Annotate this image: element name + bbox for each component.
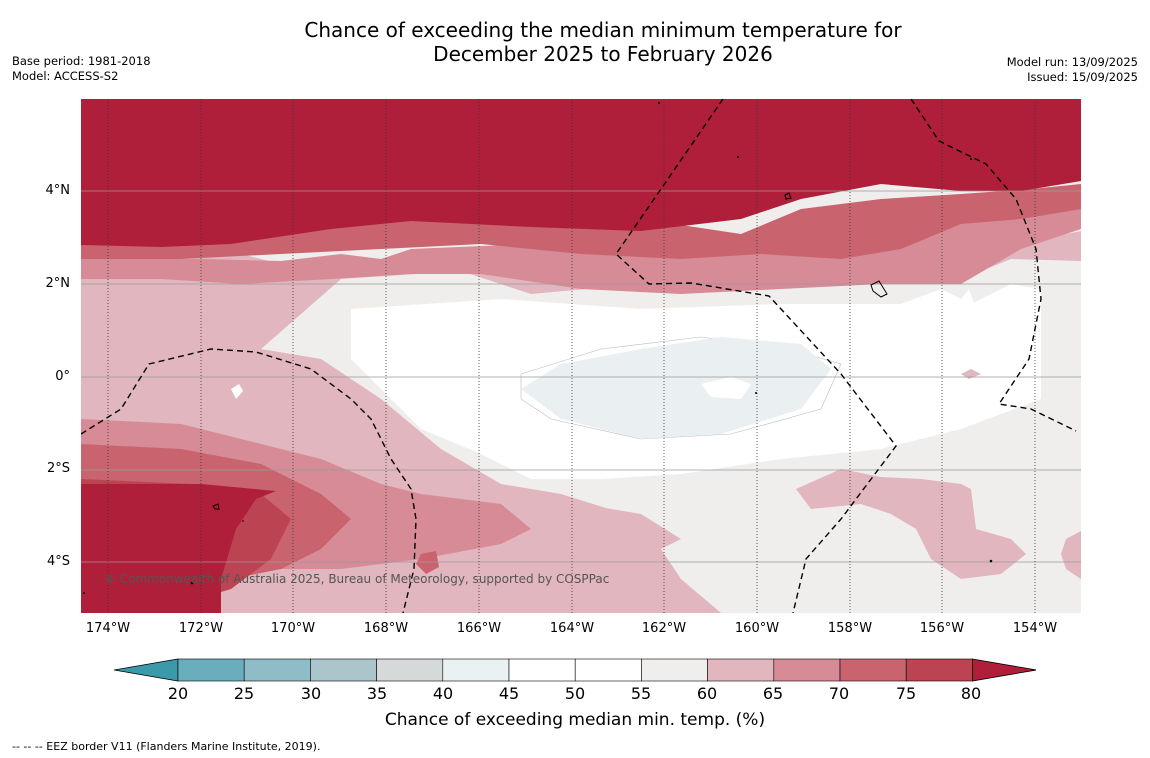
colorbar bbox=[113, 657, 1037, 685]
colorbar-tick-40: 40 bbox=[432, 684, 454, 703]
colorbar-tick-70: 70 bbox=[828, 684, 850, 703]
map-canvas bbox=[81, 99, 1081, 613]
colorbar-tick-20: 20 bbox=[167, 684, 189, 703]
lon-label-158w: 158°W bbox=[827, 621, 873, 636]
colorbar-tick-45: 45 bbox=[498, 684, 520, 703]
colorbar-tick-50: 50 bbox=[564, 684, 586, 703]
colorbar-tick-65: 65 bbox=[762, 684, 784, 703]
band-50-55-inner bbox=[701, 377, 751, 399]
colorbar-extend-low bbox=[113, 658, 179, 682]
band-80-plus-south bbox=[81, 484, 276, 613]
lat-label-4n: 4°N bbox=[45, 183, 71, 198]
lon-label-164w: 164°W bbox=[549, 621, 595, 636]
island-dot-6 bbox=[989, 559, 993, 563]
band-45-50 bbox=[521, 337, 831, 439]
colorbar-segment-50-55 bbox=[574, 658, 642, 682]
colorbar-extend-high bbox=[972, 658, 1037, 682]
eez-border-central bbox=[615, 99, 897, 613]
colorbar-segment-30-35 bbox=[310, 658, 377, 682]
island-dot-1 bbox=[658, 102, 660, 104]
colorbar-tick-55: 55 bbox=[630, 684, 652, 703]
eez-border-east bbox=[910, 99, 1077, 432]
copyright-notice: © Commonwealth of Australia 2025, Bureau… bbox=[104, 572, 610, 586]
band-80-plus-north bbox=[81, 99, 1081, 247]
eez-legend-note: -- -- -- EEZ border V11 (Flanders Marine… bbox=[12, 740, 321, 753]
issued-text: Issued: 15/09/2025 bbox=[1027, 70, 1138, 84]
metadata-right: Model run: 13/09/2025 Issued: 15/09/2025 bbox=[1007, 55, 1138, 85]
colorbar-tick-30: 30 bbox=[300, 684, 322, 703]
lon-label-162w: 162°W bbox=[641, 621, 687, 636]
band-70-75-patch bbox=[416, 551, 439, 574]
lon-label-168w: 168°W bbox=[363, 621, 409, 636]
lat-label-4s: 4°S bbox=[46, 554, 70, 569]
island-3 bbox=[212, 503, 220, 510]
colorbar-svg bbox=[113, 658, 1037, 682]
colorbar-tick-25: 25 bbox=[233, 684, 255, 703]
island-dot-2 bbox=[737, 156, 739, 158]
map-title: Chance of exceeding the median minimum t… bbox=[0, 18, 1150, 66]
lon-label-160w: 160°W bbox=[734, 621, 780, 636]
island-dot-3 bbox=[970, 158, 972, 160]
colorbar-segment-20-25 bbox=[177, 658, 245, 682]
colorbar-tick-75: 75 bbox=[895, 684, 917, 703]
colorbar-segment-75-80 bbox=[905, 658, 973, 682]
colorbar-segment-55-60 bbox=[641, 658, 708, 682]
lon-label-156w: 156°W bbox=[919, 621, 965, 636]
lon-label-174w: 174°W bbox=[85, 621, 131, 636]
base-period-text: Base period: 1981-2018 bbox=[12, 54, 151, 68]
title-line-2: December 2025 to February 2026 bbox=[433, 42, 773, 66]
band-70-75-north bbox=[81, 184, 1081, 259]
band-50-55-islet-2 bbox=[961, 289, 976, 311]
colorbar-tick-80: 80 bbox=[960, 684, 982, 703]
island-dot-5 bbox=[755, 392, 757, 394]
band-60-65-east-edge bbox=[1061, 531, 1081, 579]
colorbar-segment-65-70 bbox=[773, 658, 841, 682]
colorbar-tick-60: 60 bbox=[696, 684, 718, 703]
graticule bbox=[81, 190, 1081, 563]
lat-label-2s: 2°S bbox=[46, 461, 70, 476]
band-50-55-islet bbox=[231, 384, 243, 399]
lat-label-0: 0° bbox=[55, 369, 70, 384]
colorbar-segment-60-65 bbox=[707, 658, 775, 682]
probability-map bbox=[81, 99, 1081, 613]
island-dot-7 bbox=[242, 520, 244, 522]
colorbar-tick-35: 35 bbox=[366, 684, 388, 703]
lon-label-170w: 170°W bbox=[270, 621, 316, 636]
colorbar-segment-70-75 bbox=[839, 658, 907, 682]
island-dot-4 bbox=[190, 581, 194, 585]
lon-label-154w: 154°W bbox=[1012, 621, 1058, 636]
colorbar-label: Chance of exceeding median min. temp. (%… bbox=[384, 710, 766, 730]
colorbar-segment-45-50 bbox=[508, 658, 576, 682]
colorbar-segment-35-40 bbox=[376, 658, 444, 682]
eez-borders bbox=[81, 99, 1077, 613]
colorbar-segment-40-45 bbox=[442, 658, 510, 682]
colorbar-segment-25-30 bbox=[243, 658, 311, 682]
islands bbox=[212, 192, 888, 510]
island-1 bbox=[784, 192, 792, 200]
island-2 bbox=[870, 280, 888, 298]
island-dot-8 bbox=[83, 592, 85, 594]
lon-label-166w: 166°W bbox=[456, 621, 502, 636]
model-text: Model: ACCESS-S2 bbox=[12, 69, 119, 83]
band-60-65-islet bbox=[961, 369, 981, 379]
band-60-65-east bbox=[796, 469, 1026, 579]
lat-label-2n: 2°N bbox=[45, 276, 71, 291]
title-line-1: Chance of exceeding the median minimum t… bbox=[304, 18, 902, 42]
lon-label-172w: 172°W bbox=[178, 621, 224, 636]
metadata-left: Base period: 1981-2018 Model: ACCESS-S2 bbox=[12, 54, 151, 84]
island-dots bbox=[83, 102, 993, 594]
model-run-text: Model run: 13/09/2025 bbox=[1006, 55, 1138, 69]
eez-border-west bbox=[81, 348, 417, 613]
